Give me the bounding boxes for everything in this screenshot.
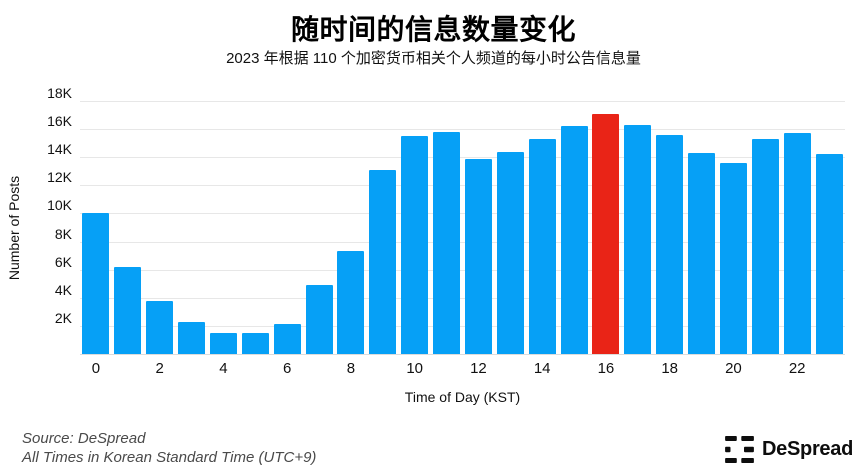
x-tick-label: 12 (470, 360, 487, 377)
bar-hour-3 (178, 321, 206, 354)
x-tick-label: 18 (661, 360, 679, 377)
gridline (80, 129, 845, 131)
bar-hour-21 (751, 138, 779, 354)
gridline (80, 157, 845, 159)
y-tick-label: 12K (47, 169, 72, 186)
y-tick-label: 6K (54, 253, 72, 270)
y-tick-label: 16K (47, 113, 72, 130)
bar-hour-16 (592, 113, 620, 354)
gridline (80, 213, 845, 215)
plot-area (80, 101, 845, 355)
x-tick-label: 10 (406, 360, 424, 377)
bar-hour-0 (82, 213, 110, 354)
gridline (80, 101, 845, 102)
x-tick-label: 2 (155, 360, 164, 377)
x-tick-label: 0 (91, 360, 101, 377)
bar-hour-6 (273, 324, 301, 354)
bar-hour-2 (146, 300, 174, 354)
source-note: Source: DeSpread All Times in Korean Sta… (22, 429, 316, 467)
x-tick-label: 6 (283, 360, 292, 377)
x-tick-label: 14 (533, 360, 551, 377)
x-tick-label: 4 (219, 360, 228, 377)
bar-hour-15 (560, 126, 588, 354)
gridline (80, 185, 845, 187)
bar-hour-18 (656, 134, 684, 354)
bar-hour-5 (241, 332, 269, 354)
bar-hour-8 (337, 251, 365, 354)
bar-hour-7 (305, 285, 333, 354)
y-tick-label: 8K (54, 225, 72, 242)
bar-hour-9 (369, 169, 397, 354)
y-tick-label: 10K (47, 197, 72, 214)
bar-hour-13 (496, 151, 524, 354)
bar-hour-10 (401, 136, 429, 354)
gridline (80, 241, 845, 243)
bar-hour-20 (719, 162, 747, 354)
x-axis-label: Time of Day (KST) (404, 389, 521, 405)
y-axis-ticks: 2K 4K 6K 8K 10K 12K 14K 16K 18K (0, 85, 72, 355)
bar-hour-23 (815, 154, 843, 354)
bar-hour-17 (624, 124, 652, 354)
x-tick-label: 8 (346, 360, 356, 377)
x-tick-label: 16 (597, 360, 615, 377)
y-tick-label: 14K (47, 141, 72, 158)
y-tick-label: 18K (47, 85, 72, 101)
bar-hour-22 (783, 133, 811, 354)
x-axis-line (80, 354, 845, 355)
bar-hour-1 (114, 266, 142, 354)
x-axis-ticks: 0 2 4 6 8 10 12 14 16 18 20 22 (80, 360, 845, 380)
chart-subtitle: 2023 年根据 110 个加密货币相关个人频道的每小时公告信息量 (226, 50, 641, 67)
chart-title: 随时间的信息数量变化 (290, 14, 576, 45)
y-tick-label: 4K (54, 281, 72, 298)
timezone-note: All Times in Korean Standard Time (UTC+9… (22, 449, 317, 466)
despread-logo: DeSpread (725, 436, 853, 463)
x-tick-label: 22 (788, 360, 806, 377)
despread-logo-icon (725, 436, 754, 463)
bar-hour-4 (209, 332, 237, 354)
despread-logo-text: DeSpread (762, 438, 853, 460)
bar-hour-14 (528, 138, 556, 354)
gridline (80, 269, 845, 271)
y-tick-label: 2K (54, 309, 72, 326)
gridline (80, 325, 845, 327)
source-text: Source: DeSpread (22, 430, 146, 447)
bar-hour-11 (433, 131, 461, 354)
bar-hour-19 (688, 153, 716, 354)
gridline (80, 297, 845, 299)
bar-hour-12 (464, 158, 492, 354)
x-tick-label: 20 (725, 360, 742, 377)
